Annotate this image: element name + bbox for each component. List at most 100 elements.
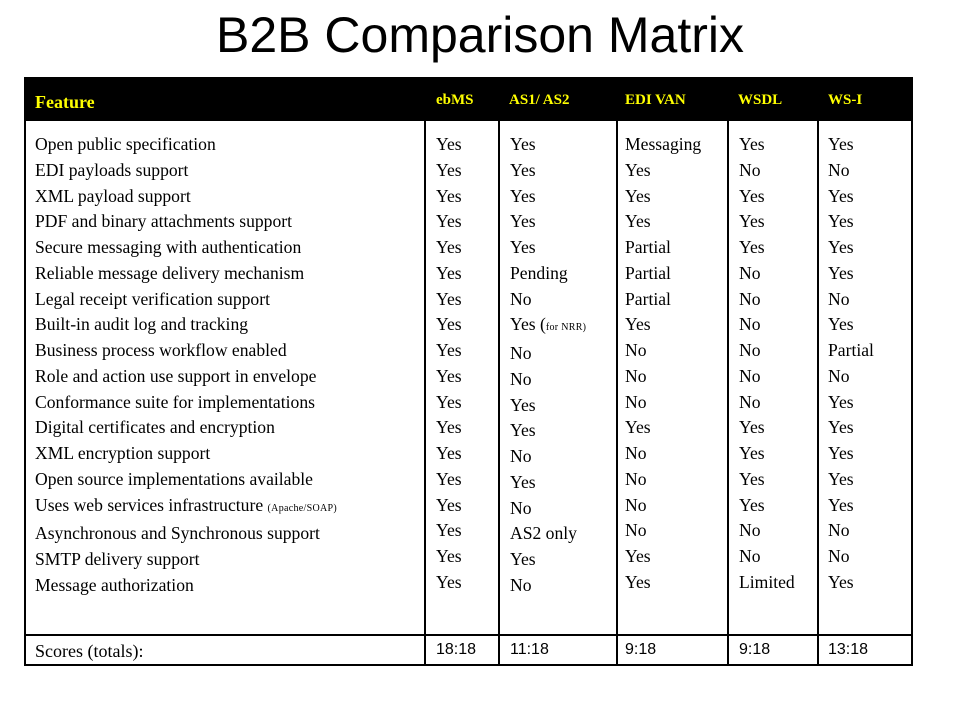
matrix-cell: Yes: [436, 209, 498, 235]
matrix-cell: Legal receipt verification support: [35, 287, 424, 313]
cell-value: Limited: [739, 571, 795, 592]
matrix-cell: Yes: [828, 235, 911, 261]
cell-value: Yes: [625, 314, 651, 335]
matrix-cell: SMTP delivery support: [35, 547, 424, 573]
matrix-cell: Yes: [828, 415, 911, 441]
cell-value: Yes: [739, 443, 765, 463]
cell-value: No: [828, 159, 850, 180]
cell-value: No: [828, 365, 850, 386]
matrix-cell: Yes: [828, 312, 911, 338]
matrix-cell: Yes: [436, 493, 498, 519]
matrix-cell: Business process workflow enabled: [35, 338, 424, 364]
matrix-cell: Partial: [625, 235, 727, 261]
matrix-cell: Asynchronous and Synchronous support: [35, 521, 424, 547]
apache-soap-note: (Apache/SOAP): [267, 502, 337, 514]
matrix-cell: Open source implementations available: [35, 467, 424, 493]
cell-value: No: [625, 340, 647, 360]
cell-value: Yes: [436, 494, 462, 515]
cell-value: Yes: [436, 340, 462, 360]
cell-value: No: [625, 443, 647, 463]
cell-value: Yes: [828, 314, 854, 335]
matrix-cell: Yes: [739, 132, 817, 158]
cell-value: Yes: [436, 571, 462, 592]
cell-value: Message authorization: [35, 574, 194, 595]
matrix-cell: Partial: [625, 261, 727, 287]
cell-value: Yes: [828, 494, 854, 515]
cell-value: Secure messaging with authentication: [35, 237, 302, 257]
cell-value: Conformance suite for implementations: [35, 391, 315, 412]
matrix-cell: Message authorization: [35, 573, 424, 599]
cell-value: Yes: [436, 417, 462, 438]
matrix-cell: Conformance suite for implementations: [35, 390, 424, 416]
cell-value: Yes: [510, 237, 536, 257]
cell-value: Yes: [436, 468, 462, 489]
cell-value: Yes: [828, 237, 854, 257]
cell-value: Yes: [828, 468, 854, 489]
cell-value: No: [828, 520, 850, 541]
cell-value: Business process workflow enabled: [35, 340, 287, 360]
column-header-ebms: ebMS: [436, 92, 474, 108]
cell-value: Yes: [739, 468, 765, 489]
matrix-cell: Yes: [739, 209, 817, 235]
cell-value: Role and action use support in envelope: [35, 365, 317, 386]
column-header-feature: Feature: [35, 92, 95, 112]
cell-value: Open public specification: [35, 134, 216, 154]
matrix-cell: No: [739, 364, 817, 390]
matrix-cell: No: [828, 158, 911, 184]
as1-as2-column: Yes Yes Yes Yes Yes Pending No Yes (for NRR) No N…: [498, 121, 616, 634]
matrix-cell: Yes: [436, 132, 498, 158]
matrix-cell: No: [739, 261, 817, 287]
matrix-cell: Limited: [739, 570, 817, 596]
matrix-cell: Yes: [436, 467, 498, 493]
cell-value: Yes: [436, 443, 462, 463]
cell-value: No: [625, 468, 647, 489]
cell-value: No: [739, 391, 761, 412]
matrix-cell: No: [510, 287, 616, 313]
matrix-cell: Yes: [510, 235, 616, 261]
matrix-cell: Yes: [510, 209, 616, 235]
comparison-matrix: Feature ebMS AS1/ AS2 EDI VAN WSDL WS-I …: [24, 77, 913, 666]
matrix-cell: No: [625, 441, 727, 467]
matrix-cell: Yes: [436, 312, 498, 338]
matrix-cell: No: [739, 158, 817, 184]
cell-value: Yes: [828, 185, 854, 206]
cell-value: Partial: [625, 237, 671, 257]
column-header-ws-i: WS-I: [828, 92, 863, 108]
matrix-cell: Yes: [739, 493, 817, 519]
cell-value: Legal receipt verification support: [35, 288, 270, 309]
matrix-cell: Yes: [436, 415, 498, 441]
cell-value: Yes (: [510, 314, 546, 335]
slide-title: B2B Comparison Matrix: [216, 7, 744, 63]
cell-value: Yes: [625, 185, 651, 206]
matrix-cell: Yes: [739, 415, 817, 441]
matrix-cell: No: [510, 496, 616, 522]
matrix-cell: Yes: [510, 470, 616, 496]
cell-value: No: [739, 159, 761, 180]
matrix-cell: No: [828, 287, 911, 313]
matrix-cell: No: [739, 390, 817, 416]
matrix-cell: Yes: [436, 544, 498, 570]
cell-value: EDI payloads support: [35, 159, 189, 180]
matrix-cell: No: [510, 444, 616, 470]
cell-value: Yes: [828, 417, 854, 438]
matrix-cell: Yes: [625, 209, 727, 235]
column-header-edi-van: EDI VAN: [625, 92, 686, 108]
matrix-cell: XML payload support: [35, 184, 424, 210]
cell-value: Pending: [510, 262, 568, 283]
cell-value: No: [510, 497, 532, 518]
column-header-as1-as2: AS1/ AS2: [509, 92, 570, 108]
cell-value: No: [625, 365, 647, 386]
ws-i-column: Yes No Yes Yes Yes Yes No Yes Partial No Yes Yes Yes…: [817, 121, 911, 634]
cell-value: No: [510, 574, 532, 595]
matrix-cell: No: [828, 518, 911, 544]
cell-value: Yes: [436, 211, 462, 232]
matrix-cell: Yes: [625, 415, 727, 441]
cell-value: Yes: [739, 185, 765, 206]
score-ws-i: 13:18: [817, 636, 911, 666]
column-header-wsdl: WSDL: [738, 92, 783, 108]
matrix-cell: Yes: [625, 184, 727, 210]
matrix-cell: Messaging: [625, 132, 727, 158]
cell-value: Partial: [828, 340, 874, 360]
matrix-cell: Yes: [625, 158, 727, 184]
nrr-note: for NRR): [545, 322, 587, 334]
